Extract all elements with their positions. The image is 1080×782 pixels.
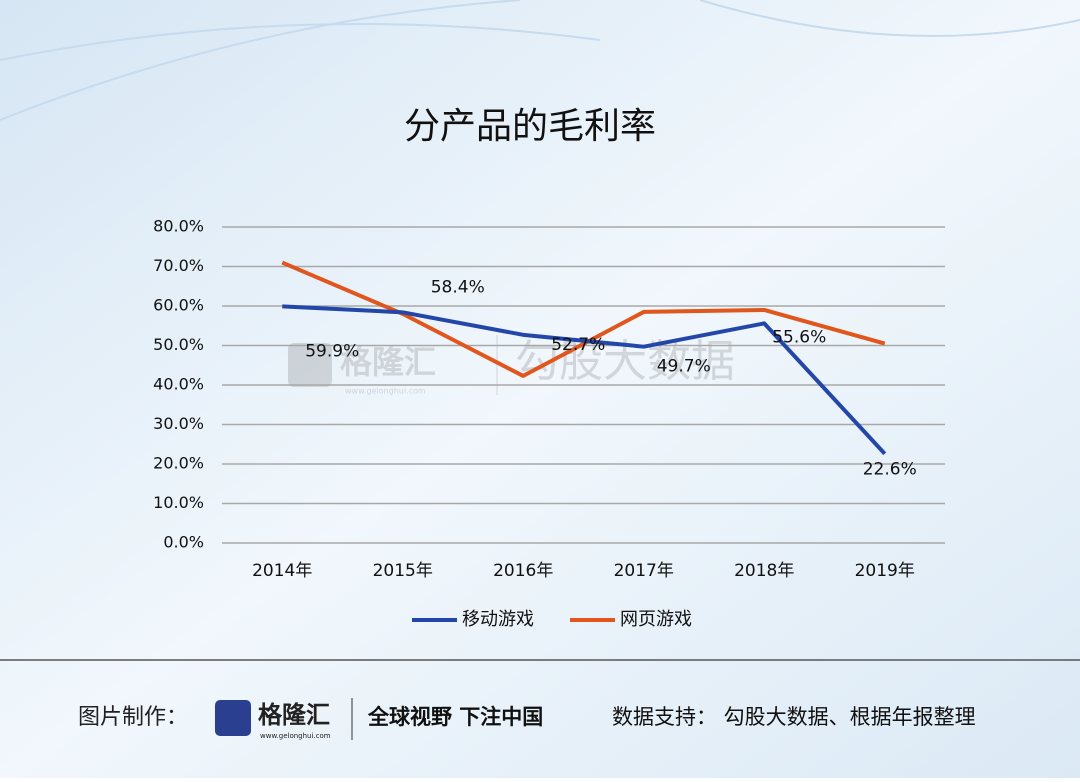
data-label: 59.9% [305, 341, 359, 361]
data-label: 22.6% [863, 460, 917, 480]
footer-site: www.gelonghui.com [260, 732, 331, 740]
data-label: 52.7% [551, 335, 605, 355]
y-tick-label: 40.0% [153, 375, 204, 394]
footer-logo [215, 700, 251, 736]
x-tick-label: 2017年 [614, 561, 674, 581]
data-label: 58.4% [431, 277, 485, 297]
watermark-logo [288, 343, 332, 387]
x-tick-label: 2019年 [855, 561, 915, 581]
x-tick-label: 2014年 [252, 561, 312, 581]
x-tick-label: 2016年 [493, 561, 553, 581]
watermark-site: www.gelonghui.com [345, 387, 426, 396]
series-line [282, 304, 887, 456]
data-label: 49.7% [657, 357, 711, 377]
y-tick-label: 30.0% [153, 414, 204, 433]
data-label: 55.6% [772, 327, 826, 347]
y-tick-label: 20.0% [153, 454, 204, 473]
x-tick-label: 2018年 [734, 561, 794, 581]
footer-brand: 格隆汇 [258, 701, 330, 729]
x-tick-label: 2015年 [373, 561, 433, 581]
watermark-brand: 格隆汇 [340, 343, 436, 381]
y-tick-label: 50.0% [153, 335, 204, 354]
y-tick-label: 0.0% [163, 533, 204, 552]
y-tick-label: 80.0% [153, 217, 204, 236]
footer-slogan: 全球视野 下注中国 [367, 705, 543, 729]
series-line [281, 260, 886, 378]
y-tick-label: 70.0% [153, 256, 204, 275]
legend-label: 网页游戏 [620, 609, 692, 630]
y-tick-label: 60.0% [153, 296, 204, 315]
y-tick-label: 10.0% [153, 493, 204, 512]
decoration [0, 0, 1080, 121]
chart-title: 分产品的毛利率 [404, 106, 656, 147]
footer-source: 数据支持： 勾股大数据、根据年报整理 [612, 705, 976, 729]
footer-made-by: 图片制作： [78, 705, 188, 730]
legend-label: 移动游戏 [462, 609, 534, 630]
